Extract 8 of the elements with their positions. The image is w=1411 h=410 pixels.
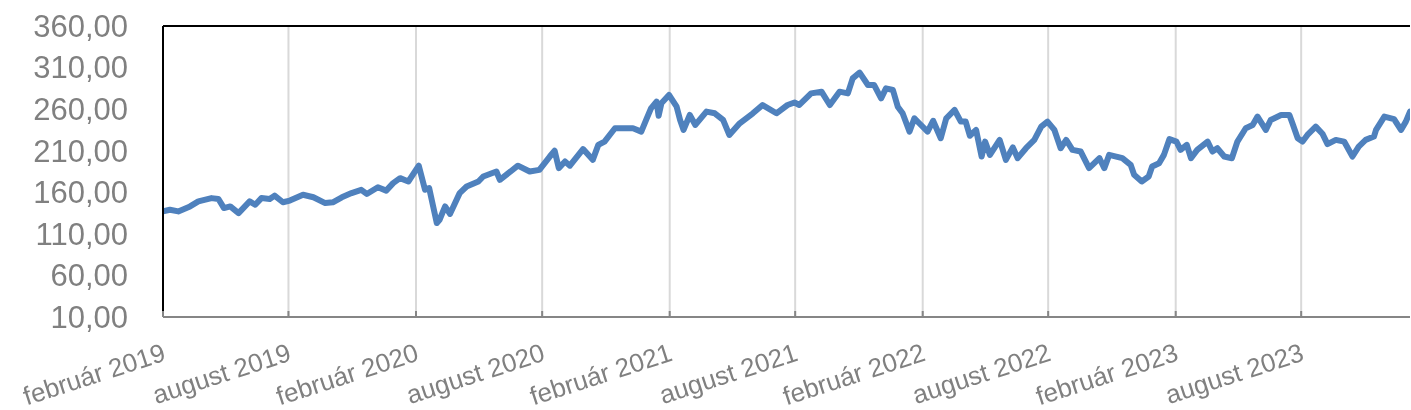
y-tick-label: 110,00 [35,216,128,252]
y-tick-label: 310,00 [33,50,128,86]
y-tick-label: 360,00 [33,8,128,44]
y-tick-label: 210,00 [33,133,128,169]
y-tick-label: 10,00 [50,299,128,335]
y-tick-label: 60,00 [50,258,128,294]
y-tick-label: 160,00 [33,175,128,211]
y-tick-label: 260,00 [33,91,128,127]
